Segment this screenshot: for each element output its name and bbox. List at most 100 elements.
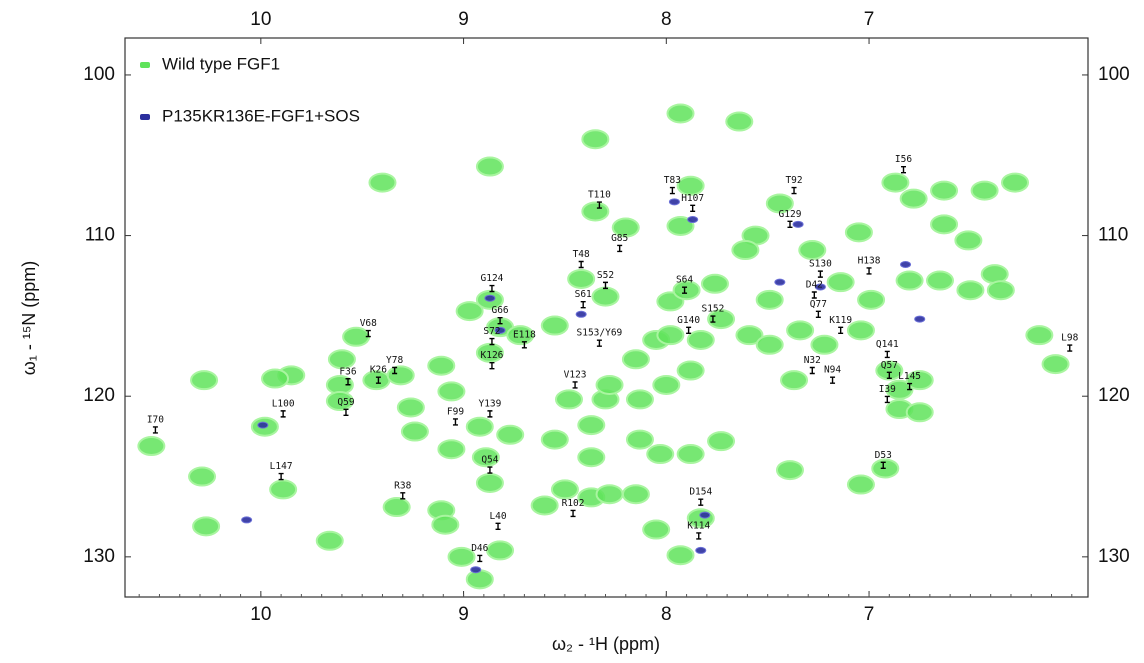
peak-label: K126 (481, 350, 504, 361)
peak-label: F36 (339, 366, 356, 377)
y-tick-label-right: 110 (1098, 225, 1128, 246)
peak-label: S52 (597, 270, 614, 281)
peak-marker (280, 410, 286, 418)
peak-marker (830, 376, 836, 384)
peak-label: Q54 (481, 455, 498, 466)
peak-label: N94 (824, 365, 841, 376)
wild-type-peak (666, 545, 695, 566)
wild-type-peak (899, 188, 928, 209)
wild-type-peak (471, 447, 500, 468)
wild-type-peak (930, 214, 959, 235)
peak-label: T110 (588, 190, 611, 201)
peak-marker (880, 461, 886, 469)
peak-marker (570, 509, 576, 518)
wild-type-peak (1041, 354, 1070, 375)
peak-label: F99 (447, 406, 464, 417)
peak-label: D53 (875, 450, 892, 461)
wild-type-peak (725, 111, 754, 132)
peak-marker (572, 381, 578, 389)
wild-type-peak (540, 315, 569, 336)
peak-marker (375, 376, 381, 384)
wild-type-peak (956, 280, 985, 301)
wild-type-peak (581, 201, 610, 222)
peak-label: H138 (858, 255, 881, 266)
wild-type-peak (431, 514, 460, 535)
wild-type-peak (506, 325, 535, 346)
wild-type-peak (642, 519, 671, 540)
wild-type-peak (846, 474, 875, 495)
peak-marker (617, 244, 623, 253)
wild-type-peak (881, 172, 910, 193)
wild-type-peak (765, 193, 794, 214)
peak-marker (884, 350, 890, 359)
peak-marker (791, 186, 797, 195)
peak-marker (578, 260, 584, 269)
wild-type-peak (857, 289, 886, 310)
peak-label: Y139 (478, 398, 501, 409)
peak-label: L145 (898, 371, 921, 382)
peak-label: Q59 (337, 397, 354, 408)
wild-type-peak (676, 444, 705, 465)
peak-label: D42 (806, 280, 823, 291)
peak-label: G140 (677, 315, 700, 326)
mutant-peak (687, 216, 699, 224)
peak-label: T83 (664, 175, 681, 186)
peak-marker (487, 410, 493, 418)
plot-frame (124, 37, 1089, 598)
wild-type-peak (137, 436, 166, 457)
wild-type-peak (707, 309, 736, 330)
wild-type-peak (188, 466, 217, 487)
y-tick-label: 100 (83, 64, 115, 85)
wild-type-peak (325, 391, 354, 412)
wild-type-peak (465, 416, 494, 437)
peak-marker (489, 337, 495, 346)
peak-label: K119 (829, 315, 852, 326)
wild-type-peak (735, 325, 764, 346)
wild-type-peak (905, 402, 934, 423)
peak-marker (886, 371, 892, 380)
peak-marker (710, 315, 716, 323)
mutant-peak (668, 198, 680, 206)
peak-label: G129 (779, 209, 802, 220)
wild-type-peak (826, 272, 855, 293)
wild-type-peak (775, 460, 804, 481)
wild-type-peak (625, 389, 654, 410)
peak-label: I56 (895, 154, 912, 165)
peak-label: R102 (562, 498, 585, 509)
peak-label: I70 (147, 414, 164, 425)
peak-marker (884, 395, 890, 404)
wild-type-peak (540, 429, 569, 450)
peak-marker (682, 286, 688, 294)
peak-label: V123 (564, 369, 587, 380)
y-axis-label: ω₁ - ¹⁵N (ppm) (19, 261, 39, 376)
peak-marker (901, 166, 907, 174)
peak-label: N32 (804, 355, 821, 366)
y-tick-label-right: 120 (1098, 385, 1130, 406)
wild-type-peak (554, 389, 583, 410)
wild-type-peak (269, 479, 298, 500)
wild-type-peak (646, 444, 675, 465)
peak-marker (152, 426, 158, 434)
wild-type-peak (382, 497, 411, 518)
peak-label: K114 (687, 520, 710, 531)
wild-type-peak (447, 546, 476, 567)
peak-marker (809, 366, 815, 375)
peak-marker (787, 220, 793, 229)
wild-type-peak (954, 230, 983, 251)
peak-label: S61 (575, 289, 592, 300)
wild-type-peak (577, 447, 606, 468)
peak-label: S64 (676, 275, 693, 286)
peak-marker (698, 498, 704, 506)
peak-label: L100 (272, 398, 295, 409)
wild-type-peak (475, 472, 504, 493)
wild-type-peak (427, 355, 456, 376)
wild-type-peak (986, 280, 1015, 301)
x-axis-label: ω₂ - ¹H (ppm) (552, 634, 660, 654)
wild-type-peak (652, 374, 681, 395)
mutant-peak (774, 278, 786, 286)
wild-type-peak (666, 215, 695, 236)
wild-type-peak (595, 374, 624, 395)
peak-marker (696, 532, 702, 540)
wild-type-peak (780, 370, 809, 391)
